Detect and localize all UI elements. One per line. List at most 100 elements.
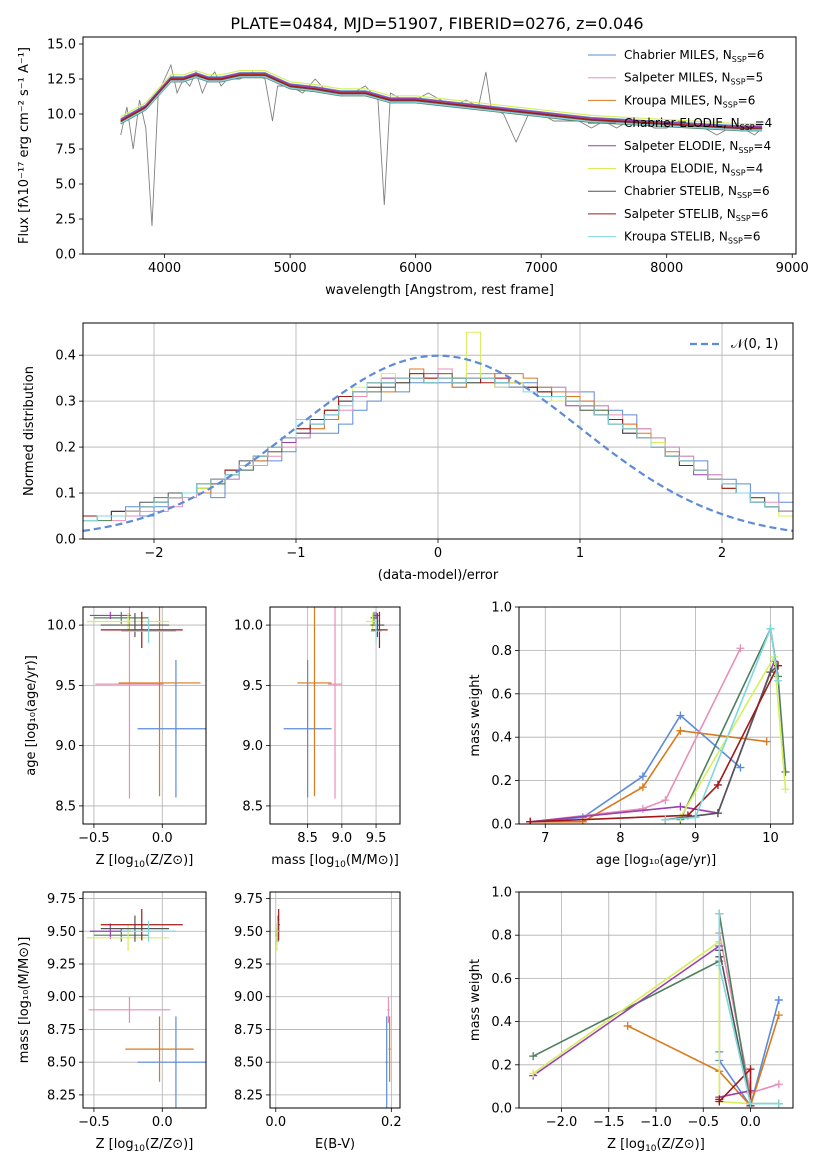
- mass-vs-ebv-frame: [269, 891, 401, 1109]
- legend-label: Salpeter MILES, NSSP=5: [624, 71, 763, 87]
- mass-vs-Z-errorbar-point: [137, 1016, 206, 1108]
- residuals-ytick-label: 0.0: [55, 533, 76, 548]
- weight-vs-age-series-line: [665, 625, 779, 821]
- model-spectrum-line: [120, 69, 763, 125]
- spectrum-ytick-label: 0.0: [55, 248, 76, 263]
- spectrum-axes: 4000 5000 6000 7000 8000 9000 0.0 2.5 5.0 7.5 10.0…: [17, 36, 809, 298]
- weight-vs-age-axes: 7 8 9 10 0.0 0.2 0.4 0.6 0.8 1.0 age [log₁₀(age/yr…: [468, 601, 794, 868]
- mass-vs-Z-ytick-label: 9.25: [47, 958, 76, 973]
- age-vs-mass-ytick-label: 8.5: [242, 799, 263, 814]
- model-spectrum-line: [120, 73, 763, 128]
- residuals-ytick-label: 0.1: [55, 487, 76, 502]
- weight-vs-Z-point-marker: [715, 961, 724, 970]
- mass-vs-ebv-ytick-label: 9.25: [234, 958, 263, 973]
- model-spectrum-line: [120, 72, 763, 128]
- weight-vs-age-point-marker: [766, 668, 775, 677]
- spectrum-ytick-label: 15.0: [47, 38, 76, 53]
- legend-label: Chabrier STELIB, NSSP=6: [624, 184, 770, 200]
- age-vs-Z-xlabel: Z [log10(Z/Z⊙)]: [96, 853, 194, 870]
- model-spectrum-line: [120, 74, 763, 130]
- gaussian-curve: [83, 354, 793, 532]
- weight-vs-age-xlabel: age [log₁₀(age/yr)]: [596, 853, 717, 868]
- weight-vs-age-ylabel: mass weight: [468, 674, 483, 756]
- weight-vs-age-ytick-label: 0.8: [491, 644, 512, 659]
- weight-vs-Z-series-line: [532, 940, 751, 1105]
- age-vs-mass-xlabel: mass [log10(M/M⊙)]: [271, 853, 399, 870]
- weight-vs-age-point-marker: [638, 783, 647, 792]
- weight-vs-Z-ytick-label: 0.4: [491, 1015, 512, 1030]
- legend-label: Chabrier ELODIE, NSSP=4: [624, 116, 772, 132]
- age-vs-mass-errorbar-point: [371, 611, 381, 620]
- weight-vs-age-ytick-label: 0.2: [491, 774, 512, 789]
- age-vs-mass-xtick-label: 9.5: [366, 831, 387, 846]
- weight-vs-Z-point-marker: [746, 1065, 755, 1074]
- age-vs-mass-ytick-label: 10.0: [234, 619, 263, 634]
- residuals-xtick-label: −2: [144, 546, 163, 561]
- legend-label: Chabrier MILES, NSSP=6: [624, 48, 764, 64]
- mass-vs-ebv-ytick-label: 8.25: [234, 1088, 263, 1103]
- residuals-frame: [82, 322, 794, 540]
- age-vs-Z-axes: −0.5 0.0 8.5 9.0 9.5 10.0 Z [log10(Z/Z⊙)] age […: [24, 606, 207, 870]
- mass-vs-ebv-ytick-label: 9.00: [234, 990, 263, 1005]
- weight-vs-age-point-marker: [736, 763, 745, 772]
- spectrum-ytick-label: 12.5: [47, 73, 76, 88]
- spectrum-xtick-label: 4000: [148, 261, 181, 276]
- weight-vs-age-ytick-label: 0.0: [491, 818, 512, 833]
- mass-vs-Z-axes: −0.5 0.0 8.25 8.50 8.75 9.00 9.25 9.50 9.75 Z [lo…: [17, 891, 207, 1154]
- weight-vs-Z-xlabel: Z [log10(Z/Z⊙)]: [607, 1137, 705, 1154]
- weight-vs-age-point-marker: [773, 676, 782, 685]
- mass-vs-ebv-xlabel: E(B-V): [315, 1137, 355, 1152]
- spectrum-xtick-label: 7000: [525, 261, 558, 276]
- weight-vs-age-xtick-label: 10: [762, 831, 779, 846]
- weight-vs-age-series-line: [530, 661, 775, 823]
- mass-vs-Z-errorbar-point: [93, 928, 149, 942]
- weight-vs-Z-plot-area: [529, 909, 783, 1108]
- residuals-xtick-label: 1: [576, 546, 584, 561]
- weight-vs-age-point-marker: [638, 804, 647, 813]
- weight-vs-age-point-marker: [676, 802, 685, 811]
- age-vs-Z-xtick-label: 0.0: [152, 831, 173, 846]
- age-vs-mass-errorbar-point: [370, 613, 385, 638]
- figure-title: PLATE=0484, MJD=51907, FIBERID=0276, z=0…: [230, 14, 643, 33]
- residuals-xtick-label: −1: [286, 546, 305, 561]
- mass-vs-Z-ytick-label: 9.00: [47, 990, 76, 1005]
- weight-vs-Z-point-marker: [746, 1099, 755, 1108]
- weight-vs-Z-ylabel: mass weight: [468, 959, 483, 1041]
- age-vs-mass-xtick-label: 9.0: [331, 831, 352, 846]
- spectrum-xtick-label: 9000: [776, 261, 809, 276]
- model-spectrum-line: [120, 74, 763, 129]
- age-vs-mass-ytick-label: 9.5: [242, 679, 263, 694]
- age-vs-Z-errorbar-point: [100, 611, 183, 648]
- weight-vs-age-point-marker: [526, 817, 535, 824]
- mass-vs-Z-xtick-label: 0.0: [152, 1115, 173, 1130]
- model-spectrum-line: [120, 76, 763, 132]
- mass-vs-ebv-errorbar-point: [388, 1016, 391, 1082]
- weight-vs-Z-point-marker: [715, 909, 724, 918]
- weight-vs-age-point-marker: [781, 767, 790, 776]
- age-vs-Z-errorbar-point: [100, 613, 170, 638]
- residuals-ytick-label: 0.3: [55, 395, 76, 410]
- residual-histogram: [83, 377, 793, 522]
- mass-vs-Z-errorbar-point: [100, 915, 170, 942]
- mass-vs-Z-plot-area: [87, 909, 206, 1108]
- mass-vs-Z-ytick-label: 8.25: [47, 1088, 76, 1103]
- mass-vs-ebv-ytick-label: 8.50: [234, 1056, 263, 1071]
- residuals-xlabel: (data-model)/error: [378, 568, 499, 583]
- mass-vs-ebv-ytick-label: 9.75: [234, 892, 263, 907]
- mass-vs-Z-errorbar-point: [121, 920, 176, 942]
- model-spectrum-line: [120, 76, 763, 131]
- age-vs-Z-errorbar-point: [95, 607, 164, 799]
- weight-vs-age-series-line: [665, 664, 779, 821]
- mass-vs-ebv-errorbar-point: [387, 996, 390, 1023]
- weight-vs-age-series-line: [530, 665, 779, 823]
- mass-vs-Z-errorbar-point: [88, 996, 171, 1023]
- mass-vs-Z-ytick-label: 9.50: [47, 925, 76, 940]
- age-vs-Z-errorbar-point: [118, 607, 201, 797]
- mass-vs-ebv-errorbar-point: [385, 1016, 388, 1108]
- mass-vs-Z-frame: [82, 891, 207, 1109]
- weight-vs-Z-point-marker: [774, 1080, 783, 1089]
- weight-vs-age-frame: [518, 606, 794, 825]
- spectrum-ytick-label: 7.5: [55, 143, 76, 158]
- age-vs-Z-ytick-label: 9.5: [55, 679, 76, 694]
